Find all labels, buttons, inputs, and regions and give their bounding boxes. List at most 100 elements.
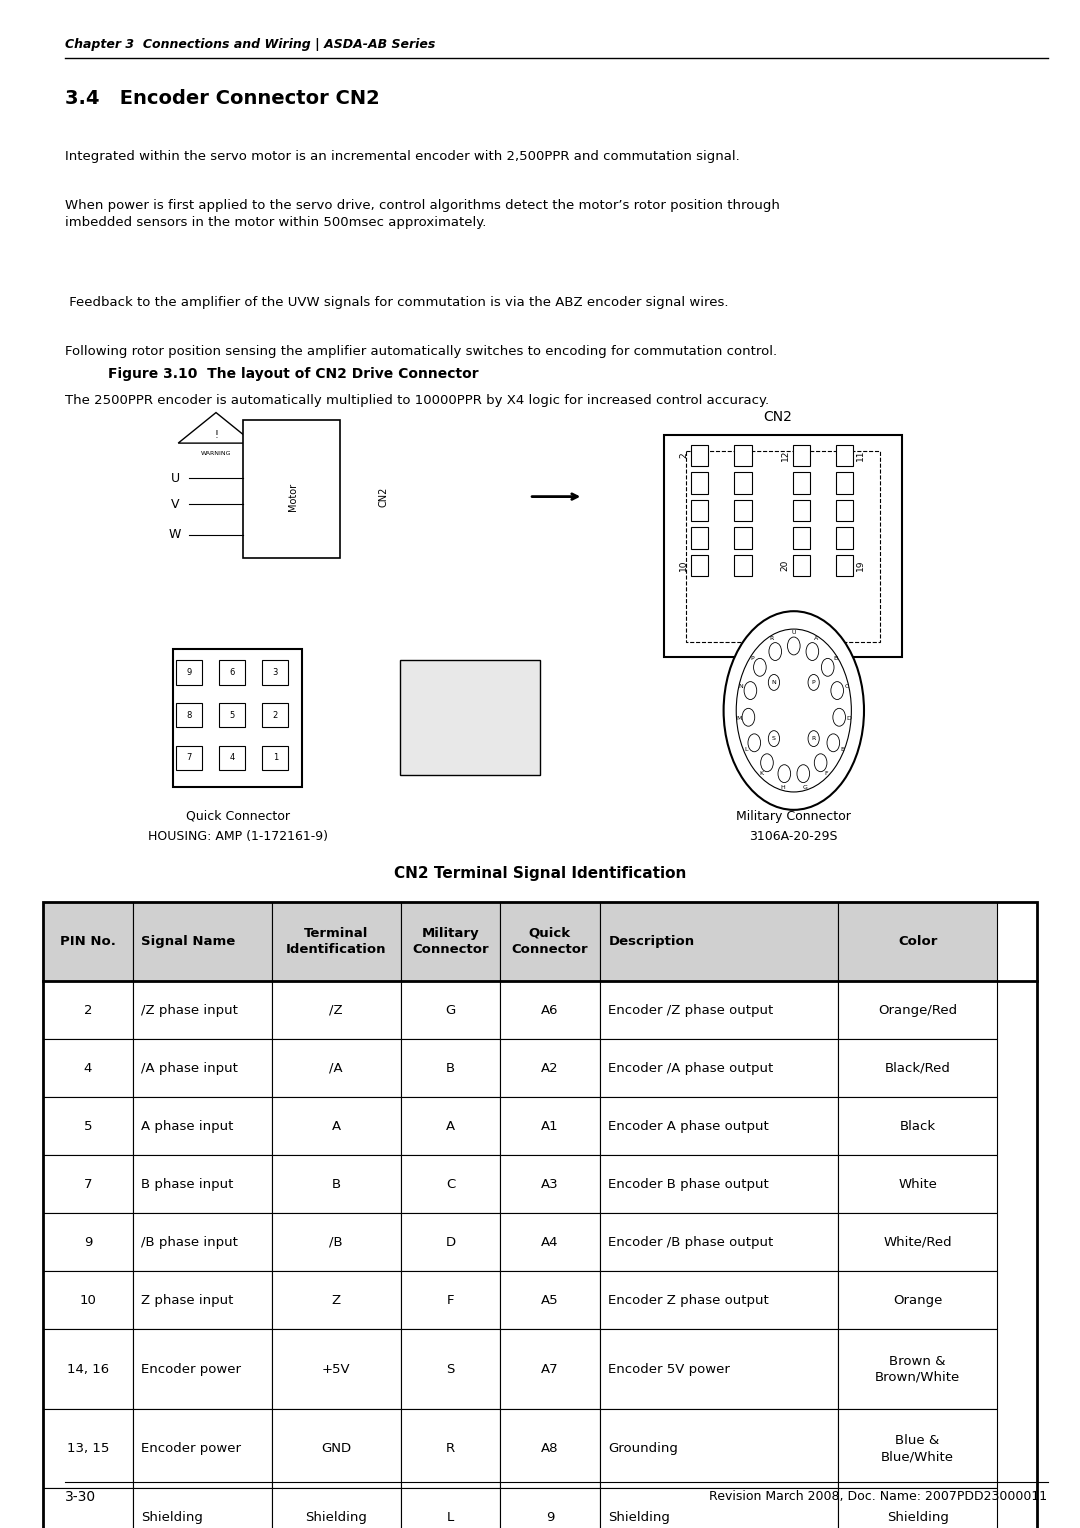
Text: Revision March 2008, Doc. Name: 2007PDD23000011: Revision March 2008, Doc. Name: 2007PDD2… <box>710 1490 1048 1504</box>
Bar <box>272 1271 401 1329</box>
Text: E: E <box>840 747 843 752</box>
Bar <box>838 1097 997 1155</box>
Text: L: L <box>447 1511 455 1523</box>
Bar <box>401 1039 500 1097</box>
Text: G: G <box>445 1004 456 1016</box>
Text: F: F <box>825 772 828 776</box>
Bar <box>599 981 838 1039</box>
Circle shape <box>814 753 827 772</box>
Text: GND: GND <box>321 1442 351 1455</box>
Text: Shielding: Shielding <box>306 1511 367 1523</box>
Circle shape <box>742 709 755 726</box>
Text: Encoder B phase output: Encoder B phase output <box>608 1178 769 1190</box>
Bar <box>836 472 853 494</box>
Text: A4: A4 <box>541 1236 558 1248</box>
Bar <box>133 1213 272 1271</box>
Bar <box>838 1329 997 1409</box>
Text: White/Red: White/Red <box>883 1236 951 1248</box>
Circle shape <box>768 730 780 747</box>
Circle shape <box>760 753 773 772</box>
Text: The 2500PPR encoder is automatically multiplied to 10000PPR by X4 logic for incr: The 2500PPR encoder is automatically mul… <box>65 394 769 408</box>
Circle shape <box>724 611 864 810</box>
Bar <box>219 660 245 685</box>
Text: PIN No.: PIN No. <box>60 935 116 947</box>
Bar <box>401 1097 500 1155</box>
Bar <box>272 1409 401 1488</box>
Text: L: L <box>744 747 747 752</box>
Bar <box>734 445 752 466</box>
Bar <box>43 1409 133 1488</box>
Text: Orange/Red: Orange/Red <box>878 1004 957 1016</box>
Text: 20: 20 <box>781 559 789 571</box>
Bar <box>500 1097 599 1155</box>
Bar <box>838 1488 997 1528</box>
Bar <box>272 1097 401 1155</box>
Text: A: A <box>446 1120 455 1132</box>
Text: 9: 9 <box>84 1236 92 1248</box>
Bar <box>43 1039 133 1097</box>
Bar <box>133 1329 272 1409</box>
Text: 3.4   Encoder Connector CN2: 3.4 Encoder Connector CN2 <box>65 89 379 107</box>
Text: When power is first applied to the servo drive, control algorithms detect the mo: When power is first applied to the servo… <box>65 199 780 229</box>
Text: Color: Color <box>897 935 937 947</box>
Bar <box>599 1039 838 1097</box>
Bar <box>43 981 133 1039</box>
Bar <box>793 472 810 494</box>
Bar <box>599 1409 838 1488</box>
Text: S: S <box>446 1363 455 1375</box>
Text: V: V <box>171 498 179 510</box>
Circle shape <box>768 674 780 691</box>
Bar <box>133 1155 272 1213</box>
Bar <box>401 1329 500 1409</box>
Bar <box>262 660 288 685</box>
Text: /A phase input: /A phase input <box>141 1062 238 1074</box>
Bar <box>272 981 401 1039</box>
Bar <box>43 1488 133 1528</box>
Circle shape <box>822 659 834 677</box>
Text: P: P <box>812 680 815 685</box>
Text: Military
Connector: Military Connector <box>413 927 489 955</box>
Text: WARNING: WARNING <box>201 451 231 455</box>
Text: Following rotor position sensing the amplifier automatically switches to encodin: Following rotor position sensing the amp… <box>65 345 777 359</box>
Bar <box>838 1039 997 1097</box>
Text: Chapter 3  Connections and Wiring | ASDA-AB Series: Chapter 3 Connections and Wiring | ASDA-… <box>65 38 435 52</box>
Text: Figure 3.10  The layout of CN2 Drive Connector: Figure 3.10 The layout of CN2 Drive Conn… <box>108 367 478 380</box>
Text: A6: A6 <box>541 1004 558 1016</box>
Text: A: A <box>332 1120 341 1132</box>
Text: R: R <box>446 1442 455 1455</box>
Text: Terminal
Identification: Terminal Identification <box>286 927 387 955</box>
Bar <box>133 1097 272 1155</box>
Bar <box>793 445 810 466</box>
Circle shape <box>833 709 846 726</box>
Text: !: ! <box>214 431 218 440</box>
Bar <box>43 902 133 981</box>
Bar <box>500 1409 599 1488</box>
Bar <box>401 1213 500 1271</box>
Text: G: G <box>802 785 808 790</box>
Bar <box>500 1039 599 1097</box>
Text: K: K <box>759 772 764 776</box>
Text: Encoder A phase output: Encoder A phase output <box>608 1120 769 1132</box>
Circle shape <box>831 681 843 700</box>
Bar <box>838 1271 997 1329</box>
Text: Shielding: Shielding <box>141 1511 203 1523</box>
Bar <box>836 500 853 521</box>
Bar <box>500 1213 599 1271</box>
Text: /Z phase input: /Z phase input <box>141 1004 238 1016</box>
Circle shape <box>808 674 820 691</box>
Text: Grounding: Grounding <box>608 1442 678 1455</box>
Text: U: U <box>171 472 179 484</box>
Text: 4: 4 <box>230 753 234 762</box>
Bar <box>43 1097 133 1155</box>
Bar <box>793 500 810 521</box>
Bar <box>401 1155 500 1213</box>
Text: A phase input: A phase input <box>141 1120 233 1132</box>
Circle shape <box>797 764 810 782</box>
Bar <box>500 902 599 981</box>
Text: A3: A3 <box>541 1178 558 1190</box>
Text: CN2 Terminal Signal Identification: CN2 Terminal Signal Identification <box>394 866 686 882</box>
Text: A: A <box>814 636 819 642</box>
Text: 4: 4 <box>84 1062 92 1074</box>
Bar <box>43 902 1037 1528</box>
Bar <box>500 1488 599 1528</box>
